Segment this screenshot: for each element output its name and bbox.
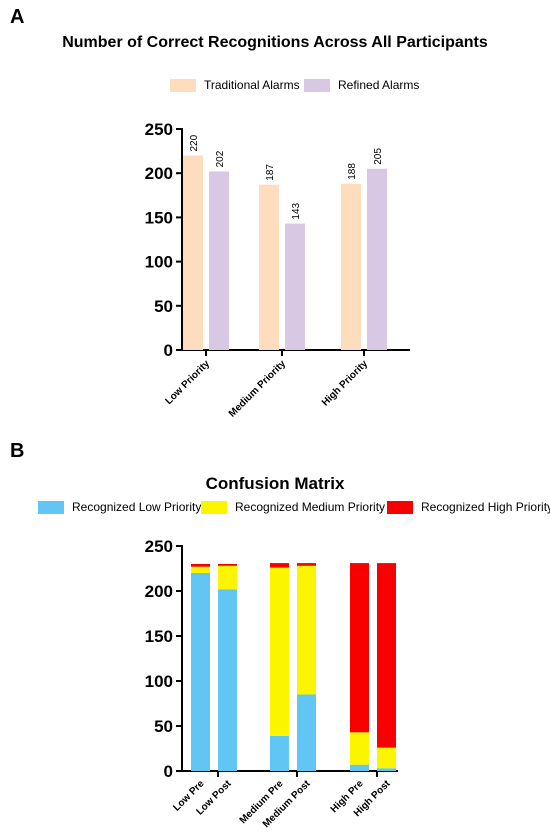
chart-a-data-label: 205 <box>373 148 384 165</box>
chart-a-x-tick-label: Low Priority <box>163 358 212 407</box>
chart-b-legend-low: Recognized Low Priority <box>38 500 201 514</box>
chart-b-bar-segment <box>377 768 396 771</box>
legend-swatch-traditional <box>170 78 196 92</box>
chart-a-x-tick-label: Medium Priority <box>227 358 289 420</box>
chart-b-bar-segment <box>270 567 289 736</box>
chart-b-bar-segment <box>377 747 396 769</box>
chart-b-bar-segment <box>191 566 210 573</box>
chart-b-y-tick-label: 0 <box>164 762 173 781</box>
chart-b-bar-segment <box>218 564 237 566</box>
chart-a-y-tick-label: 100 <box>145 253 173 272</box>
chart-b-bar-segment <box>350 732 369 765</box>
chart-b-y-tick-label: 50 <box>154 717 173 736</box>
legend-swatch-high <box>387 500 413 514</box>
chart-b-y-tick-label: 250 <box>145 537 173 556</box>
chart-a-bar <box>259 184 279 350</box>
chart-b-y-tick-label: 150 <box>145 627 173 646</box>
chart-a-y-tick-label: 50 <box>154 297 173 316</box>
chart-a-data-label: 143 <box>291 202 302 219</box>
chart-b-title: Confusion Matrix <box>205 474 345 493</box>
chart-b-y-tick-label: 200 <box>145 582 173 601</box>
panel-letter-b: B <box>10 440 25 462</box>
chart-b-bar-segment <box>350 563 369 733</box>
chart-b-bar-segment <box>350 764 369 771</box>
chart-b-bar-segment <box>297 694 316 771</box>
chart-a-data-label: 202 <box>215 150 226 167</box>
chart-a-data-label: 188 <box>347 163 358 180</box>
chart-b-y-tick-label: 100 <box>145 672 173 691</box>
chart-a-bar <box>285 223 305 350</box>
chart-a-y-tick-label: 0 <box>164 341 173 360</box>
chart-a-bar <box>183 155 203 350</box>
chart-a-bar <box>209 171 229 350</box>
chart-a-data-label: 187 <box>265 164 276 181</box>
chart-a-y-tick-label: 200 <box>145 164 173 183</box>
legend-swatch-refined <box>304 78 330 92</box>
chart-b-x-tick-label: Medium Post <box>261 778 313 830</box>
chart-a-y-tick-label: 250 <box>145 120 173 139</box>
chart-b-bar-segment <box>191 573 210 771</box>
chart-b-bar-segment <box>270 563 289 568</box>
chart-a-legend-refined: Refined Alarms <box>304 78 419 92</box>
chart-a-bar <box>367 168 387 350</box>
chart-b-bar-segment <box>218 589 237 771</box>
legend-swatch-medium <box>201 500 227 514</box>
legend-swatch-low <box>38 500 64 514</box>
chart-b-bar-segment <box>297 565 316 695</box>
chart-a-bar <box>341 183 361 350</box>
chart-b-bar-segment <box>297 563 316 566</box>
panel-letter-a: A <box>10 6 25 28</box>
legend-label-traditional: Traditional Alarms <box>204 78 300 92</box>
chart-b-bar-segment <box>377 563 396 748</box>
chart-b-bar-segment <box>218 565 237 590</box>
chart-b-bar-segment <box>191 564 210 567</box>
legend-label-refined: Refined Alarms <box>338 78 420 92</box>
chart-b-legend-high: Recognized High Priority <box>387 500 550 514</box>
chart-a-y-tick-label: 150 <box>145 208 173 227</box>
chart-a-x-tick-label: High Priority <box>320 358 371 409</box>
chart-a-data-label: 220 <box>189 134 200 151</box>
chart-a-legend-traditional: Traditional Alarms <box>170 78 300 92</box>
legend-label-medium: Recognized Medium Priority <box>235 500 386 514</box>
legend-label-low: Recognized Low Priority <box>72 500 202 514</box>
chart-b-legend-medium: Recognized Medium Priority <box>201 500 385 514</box>
chart-a-title: Number of Correct Recognitions Across Al… <box>62 34 488 51</box>
legend-label-high: Recognized High Priority <box>421 500 550 514</box>
chart-b-bar-segment <box>270 735 289 771</box>
